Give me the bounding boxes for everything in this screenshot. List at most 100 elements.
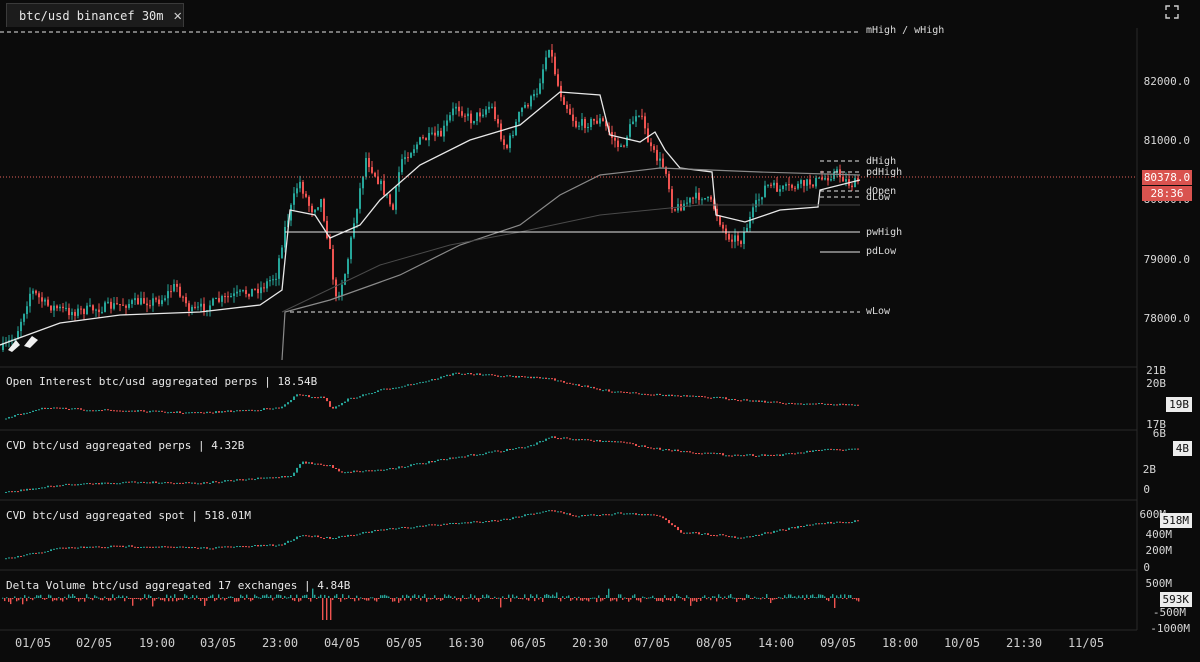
oi-bar (533, 376, 535, 379)
delta-volume-bar (766, 594, 768, 598)
candle-body (83, 308, 85, 315)
cvd-perps-bar (833, 449, 835, 451)
cvd-perps-bar (95, 483, 97, 485)
delta-volume-bar (698, 598, 700, 599)
delta-volume-bar (226, 598, 228, 599)
cvd-perps-bar (614, 441, 616, 443)
delta-volume-bar (524, 594, 526, 598)
delta-volume-bar (492, 598, 494, 599)
candle-body (551, 49, 553, 57)
cvd-spot-bar (842, 522, 844, 524)
candle-body (704, 197, 706, 200)
candle-body (458, 106, 460, 112)
cvd-perps-axis-label: 6B (1152, 427, 1166, 440)
delta-volume-bar (542, 598, 544, 602)
candle-body (416, 144, 418, 150)
cvd-perps-bar (695, 453, 697, 455)
candle-body (653, 146, 655, 150)
oi-bar (20, 413, 22, 415)
cvd-spot-bar (608, 514, 610, 516)
delta-volume-bar (752, 598, 754, 599)
cvd-spot-bar (458, 523, 460, 525)
cvd-perps-bar (572, 439, 574, 441)
cvd-spot-bar (221, 546, 223, 548)
candle-body (761, 197, 763, 200)
delta-volume-bar (680, 597, 682, 599)
cvd-spot-bar (248, 546, 250, 548)
oi-bar (614, 391, 616, 393)
close-icon[interactable]: ✕ (173, 7, 182, 24)
cvd-perps-bar (185, 482, 187, 484)
expand-icon[interactable] (1164, 4, 1180, 20)
cvd-perps-bar (335, 467, 337, 469)
candle-body (110, 301, 112, 309)
time-axis-label: 21:30 (1005, 636, 1043, 650)
cvd-spot-bar (104, 547, 106, 549)
candle-body (29, 293, 31, 307)
cvd-spot-bar (323, 537, 325, 539)
candle-body (506, 145, 508, 149)
delta-volume-bar (192, 595, 194, 598)
cvd-spot-bar (545, 510, 547, 512)
delta-volume-bar (716, 598, 718, 602)
cvd-spot-bar (245, 546, 247, 548)
anchored-vwap-line-2 (281, 204, 860, 313)
cvd-perps-current-badge: 4B (1172, 441, 1192, 456)
oi-bar (569, 382, 571, 384)
candle-body (269, 280, 271, 282)
cvd-spot-bar (845, 522, 847, 524)
delta-volume-bar (490, 598, 492, 599)
cvd-spot-bar (389, 528, 391, 530)
oi-bar (191, 412, 193, 414)
cvd-perps-bar (203, 482, 205, 484)
cvd-perps-bar (677, 449, 679, 452)
candle-body (20, 321, 22, 332)
cvd-perps-bar (623, 441, 625, 443)
delta-volume-bar (174, 594, 176, 598)
delta-volume-bar (486, 594, 488, 598)
oi-bar (842, 403, 844, 405)
oi-bar (518, 375, 520, 378)
oi-bar (410, 384, 412, 386)
cvd-perps-bar (785, 453, 787, 455)
cvd-perps-bar (278, 477, 280, 479)
cvd-perps-bar (110, 483, 112, 485)
cvd-perps-bar (362, 471, 364, 473)
candle-body (140, 298, 142, 305)
delta-volume-bar (68, 594, 70, 598)
delta-volume-bar (856, 598, 858, 601)
delta-volume-bar (540, 597, 542, 599)
candle-body (218, 298, 220, 302)
cvd-perps-bar (722, 453, 724, 456)
candle-body (518, 111, 520, 122)
candle-body (794, 187, 796, 189)
candle-body (380, 180, 382, 185)
cvd-spot-bar (134, 546, 136, 548)
oi-bar (203, 412, 205, 414)
cvd-perps-bar (83, 483, 85, 485)
candle-body (368, 158, 370, 168)
cvd-spot-bar (299, 535, 301, 537)
delta-current-badge: 593K (1159, 592, 1192, 607)
cvd-perps-bar (857, 448, 859, 450)
cvd-spot-bar (737, 537, 739, 539)
oi-bar (665, 394, 667, 397)
candle-body (56, 305, 58, 309)
chart-tab[interactable]: btc/usd binancef 30m ✕ (6, 3, 184, 27)
candle-body (317, 207, 319, 210)
delta-volume-bar (138, 598, 140, 600)
oi-bar (602, 390, 604, 392)
oi-bar (140, 410, 142, 412)
cvd-perps-bar (593, 440, 595, 442)
oi-bar (188, 412, 190, 414)
delta-volume-bar (56, 598, 58, 601)
cvd-spot-bar (275, 545, 277, 547)
oi-bar (56, 407, 58, 409)
delta-volume-bar (838, 597, 840, 599)
cvd-perps-bar (407, 466, 409, 468)
delta-volume-bar (782, 598, 784, 600)
price-axis-label: 82000.0 (1143, 75, 1190, 88)
candle-body (164, 298, 166, 301)
cvd-spot-bar (26, 554, 28, 556)
